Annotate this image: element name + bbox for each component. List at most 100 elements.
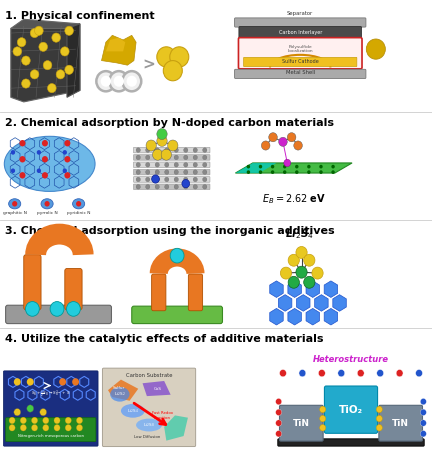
Circle shape	[319, 165, 323, 168]
Circle shape	[184, 170, 188, 174]
Text: Nitrogen-rich mesoporous carbon: Nitrogen-rich mesoporous carbon	[18, 434, 84, 438]
Circle shape	[136, 185, 140, 189]
Circle shape	[52, 33, 60, 42]
Circle shape	[155, 170, 159, 174]
Circle shape	[376, 406, 382, 413]
Circle shape	[54, 417, 60, 424]
Text: 2. Chemical adsorption by N-doped carbon materials: 2. Chemical adsorption by N-doped carbon…	[5, 118, 334, 129]
Circle shape	[193, 162, 197, 167]
Circle shape	[193, 177, 197, 182]
Circle shape	[48, 84, 56, 93]
FancyBboxPatch shape	[6, 305, 111, 324]
Circle shape	[295, 170, 299, 174]
Circle shape	[146, 170, 150, 174]
Circle shape	[44, 201, 50, 207]
Text: Sulfur: Sulfur	[113, 386, 125, 390]
Circle shape	[67, 302, 80, 316]
Circle shape	[396, 369, 403, 377]
Circle shape	[161, 149, 172, 160]
Circle shape	[136, 170, 140, 174]
Circle shape	[65, 417, 71, 424]
Circle shape	[165, 148, 169, 152]
Circle shape	[155, 177, 159, 182]
Circle shape	[174, 148, 178, 152]
Circle shape	[63, 150, 67, 155]
Circle shape	[247, 170, 250, 174]
Circle shape	[22, 56, 30, 65]
Text: graphitic N: graphitic N	[3, 211, 27, 215]
Circle shape	[30, 70, 39, 79]
Circle shape	[155, 148, 159, 152]
FancyBboxPatch shape	[235, 18, 366, 27]
Ellipse shape	[121, 404, 145, 418]
Circle shape	[318, 369, 325, 377]
Circle shape	[295, 165, 299, 168]
Circle shape	[276, 431, 282, 437]
Text: pyridinic N: pyridinic N	[67, 211, 90, 215]
Circle shape	[320, 415, 326, 422]
FancyBboxPatch shape	[65, 269, 82, 310]
Circle shape	[174, 155, 178, 160]
Circle shape	[19, 140, 25, 146]
Text: TiO₂: TiO₂	[339, 405, 363, 414]
Circle shape	[27, 378, 34, 386]
Circle shape	[11, 168, 15, 173]
Polygon shape	[11, 19, 80, 28]
Polygon shape	[102, 35, 136, 65]
Circle shape	[30, 28, 39, 38]
Circle shape	[43, 61, 52, 70]
Circle shape	[203, 155, 207, 160]
Circle shape	[312, 267, 323, 279]
Circle shape	[60, 47, 69, 56]
Polygon shape	[143, 381, 171, 396]
Circle shape	[163, 61, 182, 81]
Circle shape	[101, 76, 111, 87]
Text: $S_8 + \frac{1}{2}S_8 \rightarrow S_8^{2-} + S$: $S_8 + \frac{1}{2}S_8 \rightarrow S_8^{2…	[31, 388, 70, 399]
Circle shape	[157, 135, 167, 146]
Circle shape	[165, 155, 169, 160]
Circle shape	[280, 369, 286, 377]
Circle shape	[366, 39, 385, 59]
Circle shape	[146, 155, 150, 160]
Circle shape	[64, 172, 70, 179]
Circle shape	[420, 431, 426, 437]
Circle shape	[170, 248, 184, 263]
Circle shape	[9, 417, 15, 424]
Circle shape	[304, 254, 315, 266]
Circle shape	[420, 420, 426, 426]
Circle shape	[307, 170, 311, 174]
Circle shape	[37, 150, 41, 155]
FancyBboxPatch shape	[24, 255, 41, 310]
Circle shape	[184, 155, 188, 160]
Text: CoS: CoS	[154, 387, 162, 391]
Circle shape	[76, 201, 81, 207]
Circle shape	[155, 162, 159, 167]
Text: Separator: Separator	[287, 11, 313, 16]
Polygon shape	[11, 24, 80, 102]
Circle shape	[203, 170, 207, 174]
Circle shape	[14, 378, 21, 386]
Circle shape	[12, 201, 17, 207]
Circle shape	[127, 76, 137, 87]
Circle shape	[288, 254, 299, 266]
Circle shape	[136, 148, 140, 152]
Circle shape	[193, 155, 197, 160]
Circle shape	[76, 417, 83, 424]
Circle shape	[152, 175, 159, 183]
Circle shape	[146, 140, 156, 151]
Circle shape	[114, 76, 124, 87]
Text: Carbon Substrate: Carbon Substrate	[126, 373, 172, 378]
FancyBboxPatch shape	[133, 147, 210, 153]
Circle shape	[420, 398, 426, 405]
Circle shape	[271, 165, 274, 168]
Circle shape	[174, 162, 178, 167]
Circle shape	[65, 26, 73, 35]
Circle shape	[40, 409, 47, 416]
Circle shape	[184, 185, 188, 189]
FancyBboxPatch shape	[280, 405, 323, 441]
Circle shape	[193, 185, 197, 189]
Circle shape	[184, 162, 188, 167]
Circle shape	[11, 150, 15, 155]
Text: Li$_2$S$_4$: Li$_2$S$_4$	[285, 227, 314, 241]
Polygon shape	[108, 380, 138, 401]
